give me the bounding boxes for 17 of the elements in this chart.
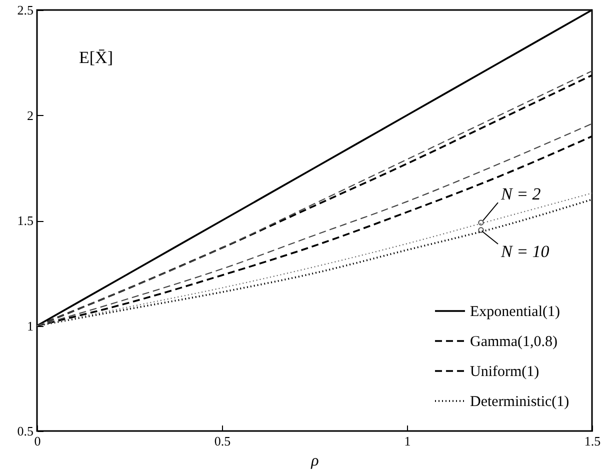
y-tick-label: 0.5 <box>17 424 34 438</box>
x-tick-label: 1 <box>404 434 411 448</box>
x-tick-label: 1.5 <box>584 434 601 448</box>
annotation: E[X̄] <box>79 48 113 67</box>
x-tick-label: 0.5 <box>214 434 231 448</box>
legend-label: Deterministic(1) <box>470 394 570 410</box>
legend-label: Exponential(1) <box>470 304 560 320</box>
legend-label: Uniform(1) <box>470 364 540 380</box>
y-tick-label: 2.5 <box>17 2 34 18</box>
y-tick-label: 1 <box>27 318 34 334</box>
annotation: N = 2 <box>500 184 542 204</box>
legend-label: Gamma(1,0.8) <box>470 334 558 350</box>
x-tick-label: 0 <box>34 434 41 448</box>
annotation: N = 10 <box>500 242 550 261</box>
y-tick-label: 1.5 <box>17 213 34 228</box>
x-axis-title: ρ <box>310 452 320 470</box>
y-tick-label: 2 <box>27 108 34 123</box>
